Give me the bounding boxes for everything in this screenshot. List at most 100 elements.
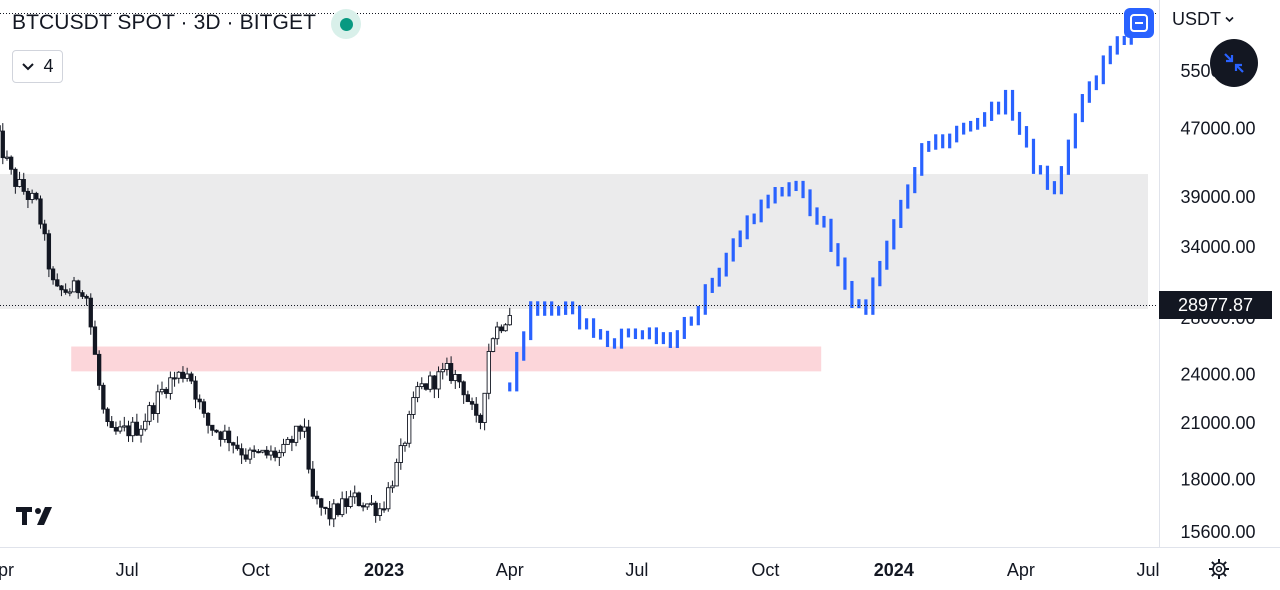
candle-body (231, 442, 236, 446)
candle-body (386, 487, 391, 510)
candle-body (436, 371, 441, 390)
currency-selector[interactable]: USDT (1172, 9, 1234, 30)
projection-bar (885, 240, 889, 270)
projection-bar (801, 180, 805, 199)
projection-bar (808, 189, 812, 217)
candle-body (365, 503, 370, 508)
projection-bar (941, 134, 945, 149)
candle-body (495, 326, 500, 340)
candle-body (277, 452, 282, 458)
candle-body (293, 425, 299, 443)
projection-bar (668, 332, 672, 348)
symbol-title[interactable]: BTCUSDT SPOT · 3D · BITGET (12, 11, 317, 34)
tradingview-logo-icon[interactable] (16, 505, 58, 532)
time-tick-label: Jul (1136, 560, 1159, 580)
projection-bar (605, 330, 610, 348)
zones-layer (0, 174, 1148, 372)
candle-body (80, 292, 85, 297)
projection-bar (857, 299, 861, 309)
candle-body (184, 373, 190, 379)
candle-body (252, 449, 257, 452)
projection-bar (906, 184, 910, 209)
candle-body (134, 421, 140, 436)
chart-settings-button[interactable] (1207, 557, 1231, 581)
candle-body (381, 508, 387, 511)
projection-bar (1052, 181, 1057, 195)
price-tick-label: 21000.00 (1180, 413, 1255, 433)
price-axis[interactable]: 15600.0018000.0021000.0024000.0028000.00… (1180, 61, 1255, 542)
candle-body (272, 450, 278, 458)
candle-body (432, 375, 437, 390)
candle-body (478, 414, 483, 423)
projection-bar (654, 327, 658, 345)
candle-body (377, 508, 383, 517)
candle-body (327, 508, 332, 520)
projection-bar (1094, 75, 1098, 91)
time-tick-label: Apr (496, 560, 524, 580)
projection-bar (745, 215, 749, 240)
candle-body (281, 443, 286, 454)
projection-bar (717, 267, 721, 287)
projection-bar (1087, 81, 1091, 103)
candle-body (423, 383, 429, 390)
candle-body (239, 448, 244, 456)
time-tick-label: Oct (242, 560, 270, 580)
candle-body (63, 289, 68, 293)
candle-body (155, 391, 160, 414)
projection-bar (752, 213, 756, 225)
projection-bar (773, 187, 777, 204)
price-tick-label: 34000.00 (1180, 237, 1255, 257)
candle-body (415, 386, 420, 399)
candle-body (176, 371, 181, 379)
projection-bar (1059, 166, 1064, 195)
candle-body (490, 338, 496, 352)
candle-body (88, 297, 93, 328)
candle-body (17, 179, 22, 187)
candle-body (419, 383, 424, 388)
candle-body (151, 405, 156, 414)
candle-body (38, 198, 43, 225)
projection-bar (724, 252, 728, 277)
time-tick-label: Apr (1007, 560, 1035, 580)
time-tick-label: 2024 (874, 560, 914, 580)
candle-body (46, 233, 52, 270)
projection-bar (976, 117, 980, 130)
candle-body (0, 130, 5, 159)
projection-bar (982, 112, 987, 127)
candle-body (507, 315, 512, 326)
projection-bar (794, 180, 798, 192)
projection-bar (920, 143, 924, 176)
candle-body (34, 192, 39, 200)
candle-body (444, 363, 450, 370)
candle-body (4, 156, 10, 159)
candle-body (71, 280, 77, 293)
projection-bar (899, 199, 903, 228)
projection-bar (989, 101, 994, 121)
candle-body (55, 279, 60, 287)
candle-body (25, 190, 31, 200)
candle-body (50, 268, 56, 281)
time-axis[interactable]: Apr Jul Oct 2023 Apr Jul Oct 2024 Apr Jul (0, 560, 1160, 580)
candle-body (210, 424, 215, 431)
projection-bars (508, 14, 1147, 392)
projection-bar (1038, 165, 1043, 175)
last-price-label: 28977.87 (1159, 291, 1272, 319)
candle-body (9, 156, 14, 170)
candle-body (193, 380, 198, 400)
candle-body (499, 326, 504, 332)
collapse-indicators-button[interactable]: 4 (12, 50, 63, 83)
projection-bar (759, 199, 763, 223)
candle-body (407, 414, 412, 444)
candle-body (159, 388, 165, 393)
candle-body (302, 426, 307, 432)
candle-body (113, 427, 119, 432)
candle-body (201, 401, 207, 414)
shrink-chart-button[interactable] (1210, 39, 1258, 87)
candle-body (13, 168, 18, 187)
market-status-button[interactable] (331, 9, 361, 39)
candle-body (482, 392, 487, 423)
projection-bar (1073, 113, 1077, 149)
fullscreen-button[interactable] (1124, 8, 1154, 38)
candle-body (180, 371, 186, 379)
